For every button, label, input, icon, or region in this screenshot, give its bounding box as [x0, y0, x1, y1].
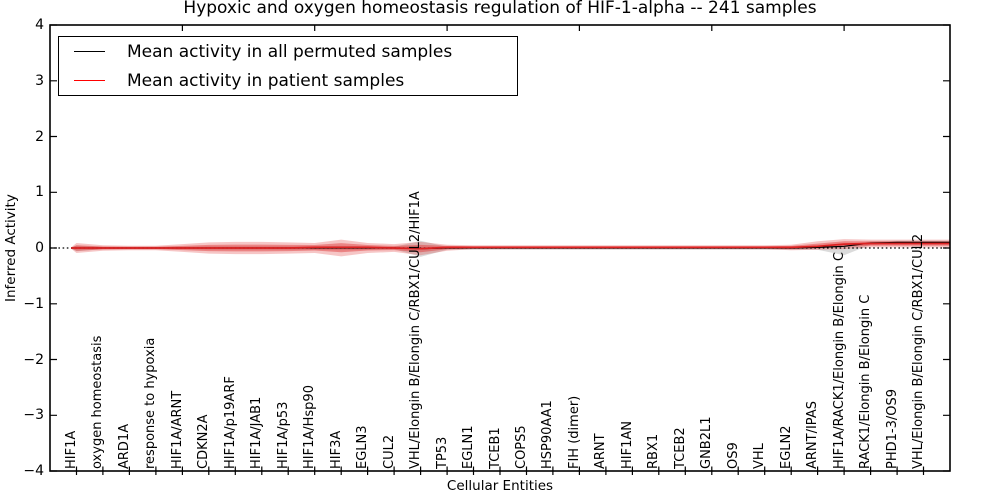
x-tick-label: ARD1A [116, 423, 132, 469]
x-tick-label: oxygen homeostasis [90, 335, 106, 469]
legend: Mean activity in all permuted samples Me… [58, 36, 518, 96]
permuted-band [71, 240, 950, 257]
y-tick-label: 4 [35, 17, 44, 33]
y-tick-label: −3 [23, 407, 44, 424]
x-tick-label: ARNT/IPAS [805, 401, 821, 469]
legend-permuted-line-icon [74, 51, 105, 52]
x-tick-label: COPS5 [513, 425, 529, 469]
legend-patient-line-icon [74, 80, 105, 81]
x-tick-label: HIF1A/Hsp90 [302, 385, 318, 469]
x-tick-label: CUL2 [381, 434, 397, 469]
x-tick-label: HIF1A/p53 [275, 401, 291, 469]
y-tick-label: 1 [35, 184, 44, 201]
x-tick-label: TCEB1 [487, 427, 503, 469]
y-tick-label: 0 [35, 240, 44, 256]
x-tick-label: TCEB2 [672, 427, 688, 469]
x-tick-label: PHD1-3/OS9 [884, 389, 900, 469]
x-tick-label: HIF1A/ARNT [169, 390, 185, 469]
axis-ticks [50, 24, 950, 475]
x-tick-label: response to hypoxia [143, 337, 159, 469]
x-tick-label: OS9 [725, 442, 741, 469]
x-tick-label: GNB2L1 [699, 416, 715, 469]
x-tick-label: HIF1A/RACK1/Elongin B/Elongin C [831, 252, 847, 469]
x-tick-label: VHL/Elongin B/Elongin C/RBX1/CUL2 [911, 233, 927, 469]
y-tick-label: −4 [23, 463, 44, 479]
x-tick-label: TP53 [434, 436, 450, 469]
x-tick-label: HIF1AN [619, 421, 635, 469]
x-tick-label: HIF1A/JAB1 [249, 396, 265, 469]
x-tick-label: FIH (dimer) [566, 395, 582, 469]
x-tick-label: EGLN1 [461, 425, 477, 469]
patient-mean-line [71, 242, 950, 250]
x-tick-label: HIF1A/p19ARF [222, 376, 238, 469]
x-tick-label: HIF3A [328, 430, 344, 469]
x-tick-label: ARNT [593, 433, 609, 469]
x-tick-label: EGLN2 [778, 425, 794, 469]
y-tick-label: −1 [23, 295, 44, 312]
x-tick-label: CDKN2A [196, 414, 212, 469]
legend-item-label: Mean activity in all permuted samples [127, 41, 453, 62]
x-tick-label: VHL/Elongin B/Elongin C/RBX1/CUL2/HIF1A [408, 191, 424, 469]
x-tick-label: EGLN3 [355, 425, 371, 469]
x-axis-label: Cellular Entities [446, 478, 554, 494]
y-tick-label: 3 [35, 72, 44, 89]
x-tick-label: VHL [752, 443, 768, 469]
chart-title: Hypoxic and oxygen homeostasis regulatio… [183, 0, 817, 18]
legend-item-permuted: Mean activity in all permuted samples [59, 37, 517, 66]
legend-item-patient: Mean activity in patient samples [59, 66, 517, 95]
x-tick-label: RACK1/Elongin B/Elongin C [858, 294, 874, 469]
x-tick-label: HIF1A [63, 430, 79, 469]
x-tick-label: HSP90AA1 [540, 400, 556, 469]
y-tick-label: −2 [23, 351, 44, 368]
legend-item-label: Mean activity in patient samples [127, 70, 405, 91]
x-tick-label: RBX1 [646, 433, 662, 469]
y-tick-label: 2 [35, 128, 44, 145]
